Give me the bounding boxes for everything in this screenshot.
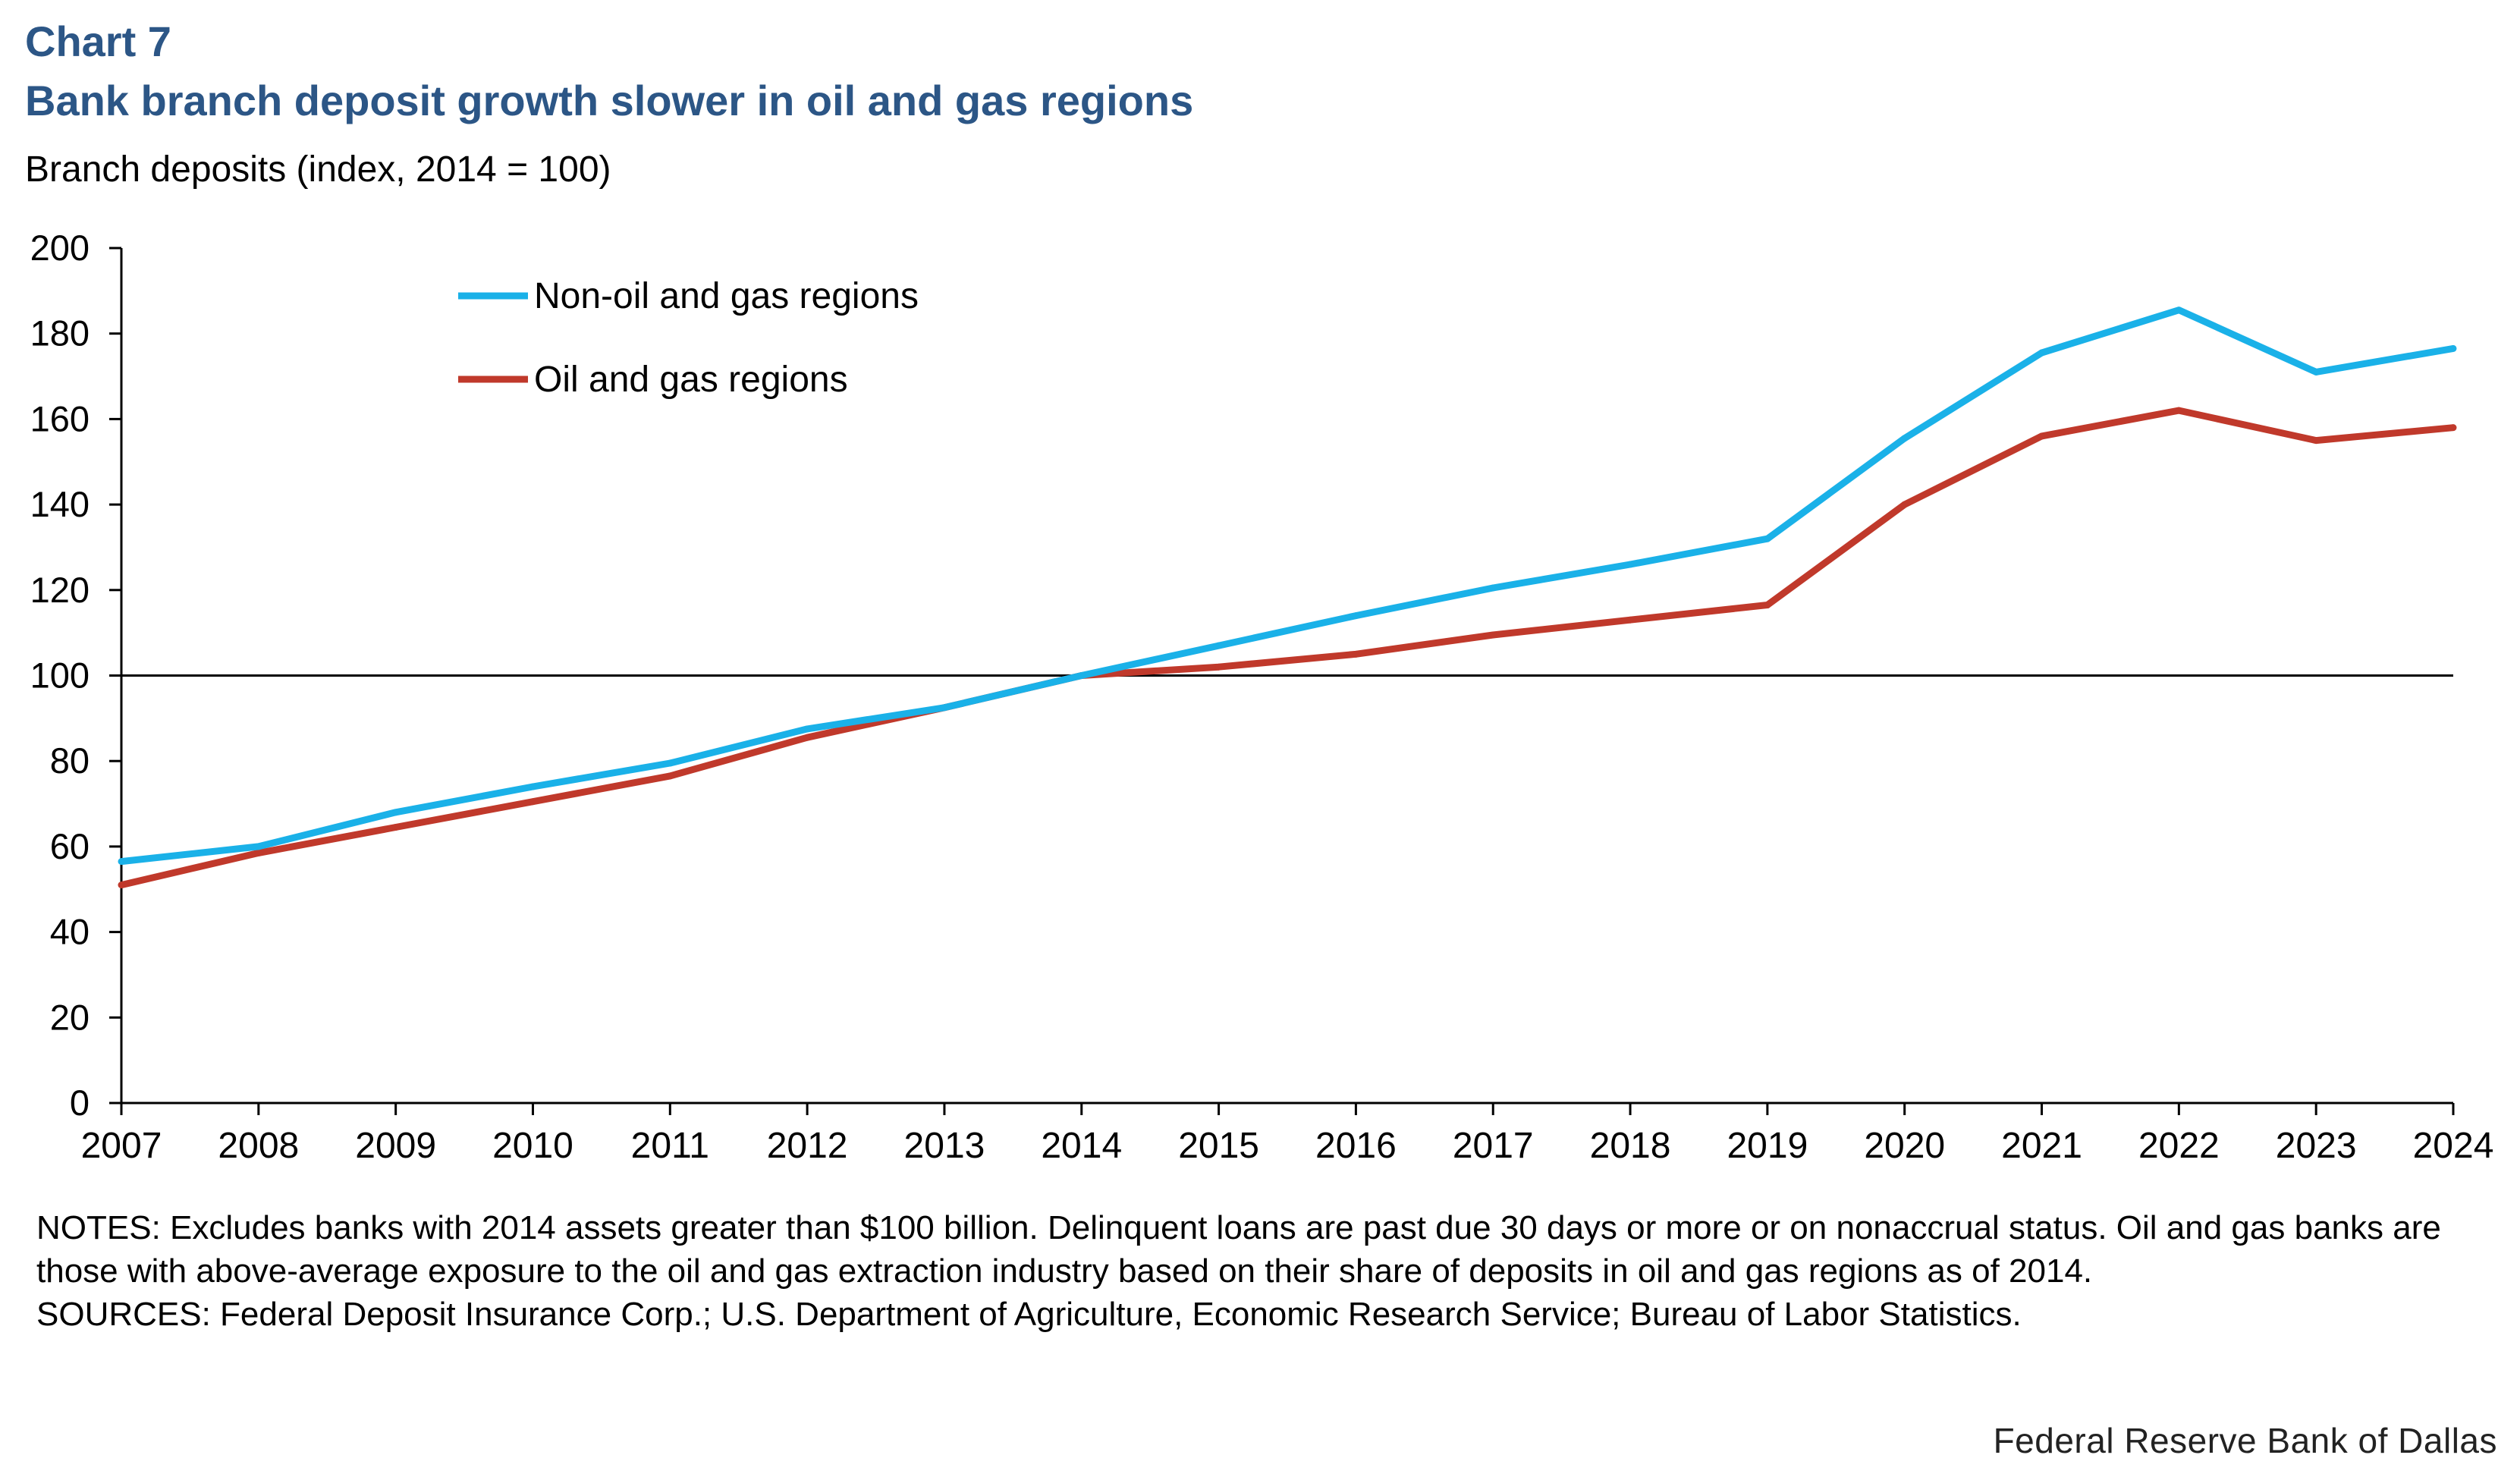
y-tick-label: 160 [30, 398, 90, 438]
y-tick-label: 40 [50, 912, 90, 952]
data-point-non-oil [1078, 672, 1086, 679]
data-point-oil [666, 772, 674, 780]
data-point-oil [1489, 631, 1497, 639]
data-point-non-oil [1489, 584, 1497, 592]
x-tick-label: 2009 [355, 1126, 436, 1166]
legend-label-non-oil: Non-oil and gas regions [534, 276, 919, 316]
data-point-non-oil [1352, 612, 1359, 620]
x-tick-label: 2007 [81, 1126, 162, 1166]
legend-label-oil: Oil and gas regions [534, 360, 848, 400]
data-point-non-oil [1215, 642, 1223, 649]
y-tick-label: 20 [50, 997, 90, 1037]
data-point-oil [2175, 407, 2182, 414]
series-line-non-oil-and-gas [121, 306, 2454, 866]
data-point-oil [255, 849, 262, 856]
x-tick-label: 2021 [2001, 1126, 2082, 1166]
data-point-oil [2038, 432, 2046, 440]
data-point-oil [1764, 602, 1771, 609]
x-tick-label: 2017 [1453, 1126, 1534, 1166]
data-point-non-oil [118, 858, 125, 866]
x-tick-label: 2022 [2138, 1126, 2220, 1166]
data-point-oil [2449, 424, 2457, 432]
data-point-non-oil [803, 725, 811, 733]
notes-text: NOTES: Excludes banks with 2014 assets g… [36, 1209, 2441, 1290]
data-point-oil [118, 881, 125, 889]
x-tick-label: 2019 [1727, 1126, 1808, 1166]
chart-number: Chart 7 [25, 17, 171, 65]
y-tick-label: 140 [30, 484, 90, 524]
chart-notes: NOTES: Excludes banks with 2014 assets g… [36, 1206, 2502, 1336]
x-tick-label: 2020 [1864, 1126, 1945, 1166]
data-point-non-oil [255, 843, 262, 850]
publisher-credit: Federal Reserve Bank of Dallas [1993, 1421, 2497, 1460]
data-point-oil [803, 734, 811, 741]
data-point-non-oil [392, 809, 400, 816]
x-tick-label: 2011 [631, 1126, 709, 1166]
x-tick-label: 2024 [2413, 1126, 2494, 1166]
data-point-oil [2312, 437, 2320, 445]
data-point-non-oil [1764, 535, 1771, 542]
data-point-oil [392, 824, 400, 831]
data-point-non-oil [2312, 368, 2320, 376]
series-line-oil-and-gas [120, 407, 2454, 888]
data-point-non-oil [1626, 561, 1634, 568]
sources-text: SOURCES: Federal Deposit Insurance Corp.… [36, 1296, 2022, 1333]
data-point-oil [1215, 663, 1223, 671]
data-point-non-oil [941, 704, 948, 712]
data-point-non-oil [2175, 306, 2182, 314]
x-tick-label: 2013 [904, 1126, 985, 1166]
data-point-oil [529, 798, 536, 806]
chart-title: Bank branch deposit growth slower in oil… [25, 77, 1194, 124]
y-tick-label: 60 [50, 826, 90, 866]
y-tick-label: 100 [30, 655, 90, 696]
y-tick-label: 200 [30, 228, 90, 268]
x-tick-label: 2016 [1315, 1126, 1397, 1166]
data-point-non-oil [2449, 344, 2457, 352]
data-point-oil [1901, 501, 1909, 508]
data-point-oil [1352, 650, 1359, 658]
y-tick-label: 0 [70, 1083, 90, 1123]
x-tick-label: 2010 [492, 1126, 573, 1166]
y-axis-label: Branch deposits (index, 2014 = 100) [25, 149, 611, 190]
y-tick-label: 120 [30, 570, 90, 610]
y-tick-label: 180 [30, 313, 90, 354]
data-point-non-oil [1901, 435, 1909, 442]
data-point-oil [1626, 616, 1634, 624]
x-tick-label: 2023 [2276, 1126, 2357, 1166]
data-point-non-oil [666, 759, 674, 767]
x-tick-label: 2008 [218, 1126, 299, 1166]
data-point-non-oil [2038, 349, 2046, 357]
data-point-non-oil [529, 783, 536, 790]
x-tick-label: 2015 [1178, 1126, 1259, 1166]
x-tick-label: 2014 [1041, 1126, 1122, 1166]
x-tick-label: 2012 [767, 1126, 848, 1166]
x-tick-label: 2018 [1590, 1126, 1671, 1166]
y-tick-label: 80 [50, 740, 90, 781]
